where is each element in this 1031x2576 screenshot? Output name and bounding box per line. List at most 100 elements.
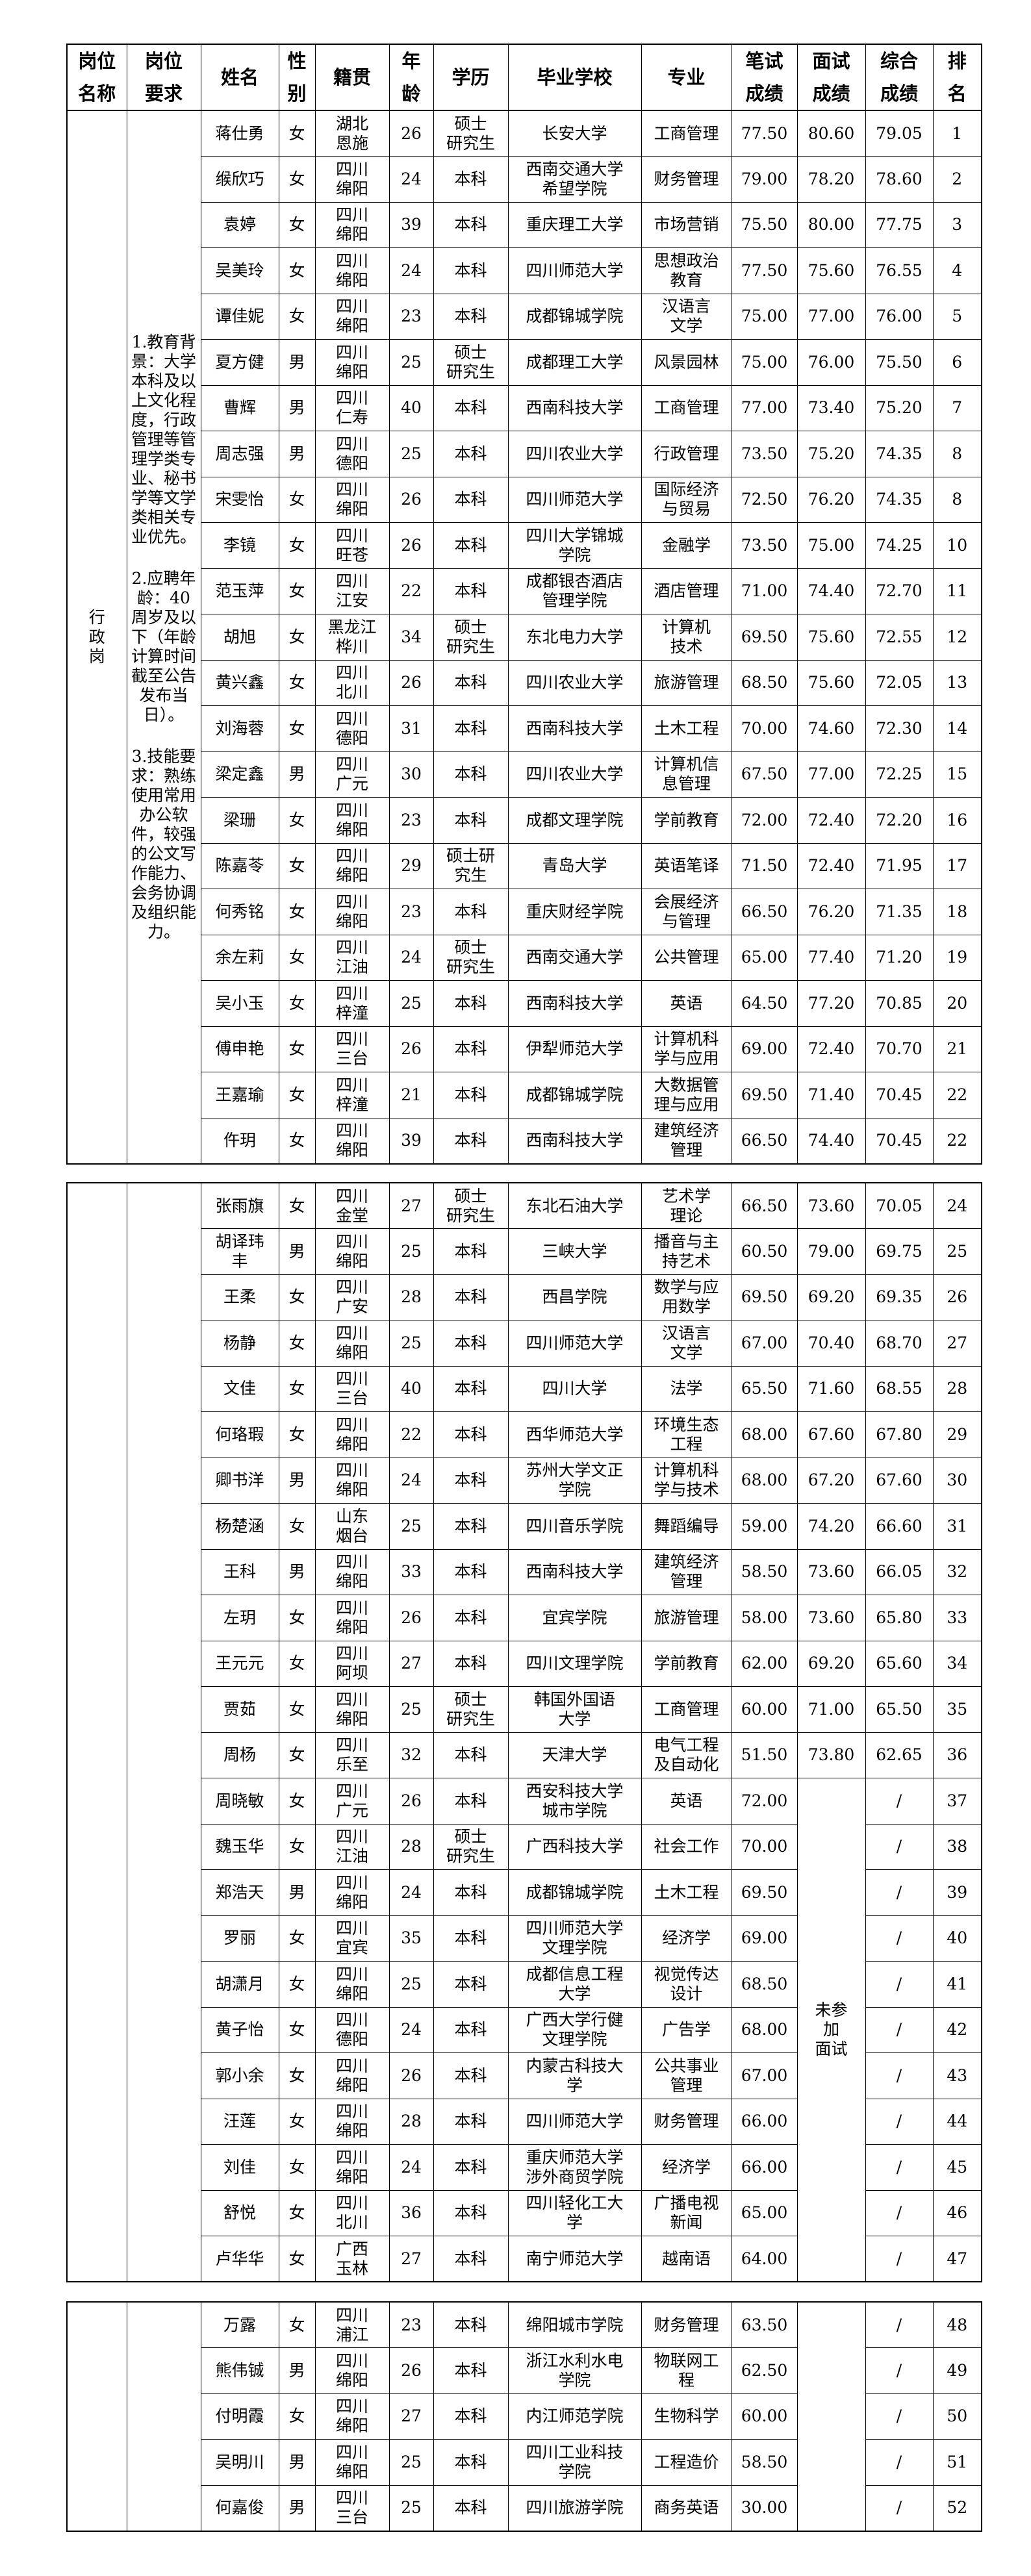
cell-origin: 四川 绵阳 [314,1961,390,2008]
cell-interview: 73.60 [796,1182,866,1229]
cell-written: 65.50 [731,1365,798,1412]
cell-age: 27 [388,1182,434,1229]
cell-name: 汪莲 [200,2098,279,2145]
table-row: 梁定鑫男四川 广元 30 本科 四川农业大学 计算机信 息管理 67.50 77.00 72.… [67,751,982,798]
cell-written: 66.50 [731,889,798,935]
cell-name: 万露 [200,2301,279,2348]
cell-age: 27 [388,2393,434,2440]
cell-school: 西南科技大学 [507,1117,642,1164]
cell-interview: 75.20 [796,431,866,477]
cell-gender: 女 [278,201,316,248]
table-row: 缑欣巧女四川 绵阳 24 本科 西南交通大学 希望学院 财务管理 79.00 78.20 78… [67,156,982,203]
cell-written: 66.50 [731,1182,798,1229]
cell-school: 内江师范学院 [507,2393,642,2440]
cell-school: 浙江水利水电 学院 [507,2347,642,2394]
cell-education: 本科 [433,1548,509,1595]
table-row: 文佳女四川 三台 40 本科 四川大学 法学 65.50 71.60 68.55 28 [67,1365,982,1412]
cell-gender: 女 [278,568,316,614]
cell-origin: 四川 绵阳 [314,2144,390,2191]
cell-gender: 男 [278,1548,316,1595]
cell-written: 70.00 [731,1823,798,1870]
cell-gender: 女 [278,2301,316,2348]
cell-origin: 四川 德阳 [314,2006,390,2053]
cell-total: / [865,2484,934,2531]
cell-rank: 42 [932,2006,982,2053]
cell-gender: 男 [278,2484,316,2531]
cell-interview: 75.60 [796,614,866,661]
cell-interview: 69.20 [796,1274,866,1320]
cell-education: 硕士 研究生 [433,1823,509,1870]
cell-name: 袁婷 [200,201,279,248]
cell-written: 67.00 [731,1320,798,1367]
cell-origin: 四川 绵阳 [314,2439,390,2486]
cell-interview: 75.00 [796,522,866,569]
cell-name: 舒悦 [200,2190,279,2236]
cell-name: 仵玥 [200,1117,279,1164]
cell-rank: 19 [932,934,982,981]
cell-education: 本科 [433,1228,509,1275]
cell-origin: 四川 绵阳 [314,2347,390,2394]
cell-school: 东北石油大学 [507,1182,642,1229]
table-row: 付明霞女四川 绵阳 27 本科 内江师范学院 生物科学 60.00 /50 [67,2393,982,2440]
cell-education: 本科 [433,1915,509,1962]
table-row: 曹辉男四川 仁寿 40 本科 西南科技大学 工商管理 77.00 73.40 75.20 7 [67,385,982,431]
requirement-item: 3.技能要求：熟练使用常用办公软件，较强的公文写作能力、会务协调及组织能力。 [131,746,196,941]
cell-written: 64.00 [731,2236,798,2282]
cell-education: 本科 [433,797,509,844]
cell-written: 69.00 [731,1026,798,1072]
cell-education: 本科 [433,476,509,523]
cell-total: 75.20 [865,385,934,431]
cell-major: 经济学 [641,1915,732,1962]
cell-major: 公共管理 [641,934,732,981]
table-row: 杨楚涵女山东 烟台 25 本科 四川音乐学院 舞蹈编导 59.00 74.20 66.60 31 [67,1503,982,1550]
cell-rank: 10 [932,522,982,569]
cell-written: 69.00 [731,1915,798,1962]
cell-name: 杨楚涵 [200,1503,279,1550]
cell-education: 本科 [433,1595,509,1641]
cell-name: 梁珊 [200,797,279,844]
cell-written: 77.00 [731,385,798,431]
cell-gender: 男 [278,1869,316,1916]
cell-gender: 女 [278,156,316,203]
table-row: 郑浩天男四川 绵阳 24 本科 成都锦城学院 土木工程 69.50 /39 [67,1869,982,1916]
cell-gender: 女 [278,705,316,752]
cell-education: 本科 [433,2393,509,2440]
table-row: 罗丽女四川 宜宾 35 本科 四川师范大学 文理学院 经济学 69.00 /40 [67,1915,982,1962]
cell-total: 65.50 [865,1686,934,1733]
cell-age: 23 [388,2301,434,2348]
cell-school: 西华师范大学 [507,1411,642,1458]
cell-total: 72.55 [865,614,934,661]
cell-gender: 男 [278,339,316,386]
cell-school: 长安大学 [507,110,642,157]
cell-age: 24 [388,1457,434,1504]
table-row: 刘佳女四川 绵阳 24 本科 重庆师范大学 涉外商贸学院 经济学 66.00 /45 [67,2144,982,2191]
table-row: 熊伟铖男四川 绵阳 26 本科 浙江水利水电 学院 物联网工 程 62.50 /49 [67,2347,982,2394]
cell-written: 58.50 [731,1548,798,1595]
cell-school: 广西大学行健 文理学院 [507,2006,642,2053]
cell-origin: 四川 绵阳 [314,293,390,340]
cell-name: 罗丽 [200,1915,279,1962]
header-education: 学历 [433,44,509,111]
cell-education: 本科 [433,247,509,294]
results-table-part-1: 岗位 名称 岗位 要求 姓名 性 别 籍贯 年 龄 学历 毕业学校 专业 笔试 … [66,44,982,1165]
table-row: 吴美玲女四川 绵阳 24 本科 四川师范大学 思想政治 教育 77.50 75.60 76.5… [67,247,982,294]
cell-total: / [865,2006,934,2053]
cell-education: 本科 [433,2098,509,2145]
cell-written: 71.00 [731,568,798,614]
cell-rank: 3 [932,201,982,248]
cell-written: 60.00 [731,1686,798,1733]
cell-age: 32 [388,1732,434,1778]
cell-major: 财务管理 [641,2301,732,2348]
cell-written: 68.00 [731,1411,798,1458]
cell-school: 南宁师范大学 [507,2236,642,2282]
cell-name: 刘海蓉 [200,705,279,752]
cell-total: 65.60 [865,1640,934,1687]
cell-gender: 女 [278,2052,316,2099]
cell-interview: 67.60 [796,1411,866,1458]
table-row: 傅申艳女四川 三台 26 本科 伊犁师范大学 计算机科 学与应用 69.00 72.40 70… [67,1026,982,1072]
cell-school: 四川大学锦城 学院 [507,522,642,569]
cell-total: 71.20 [865,934,934,981]
cell-education: 本科 [433,1117,509,1164]
cell-interview: 72.40 [796,842,866,889]
cell-age: 24 [388,934,434,981]
